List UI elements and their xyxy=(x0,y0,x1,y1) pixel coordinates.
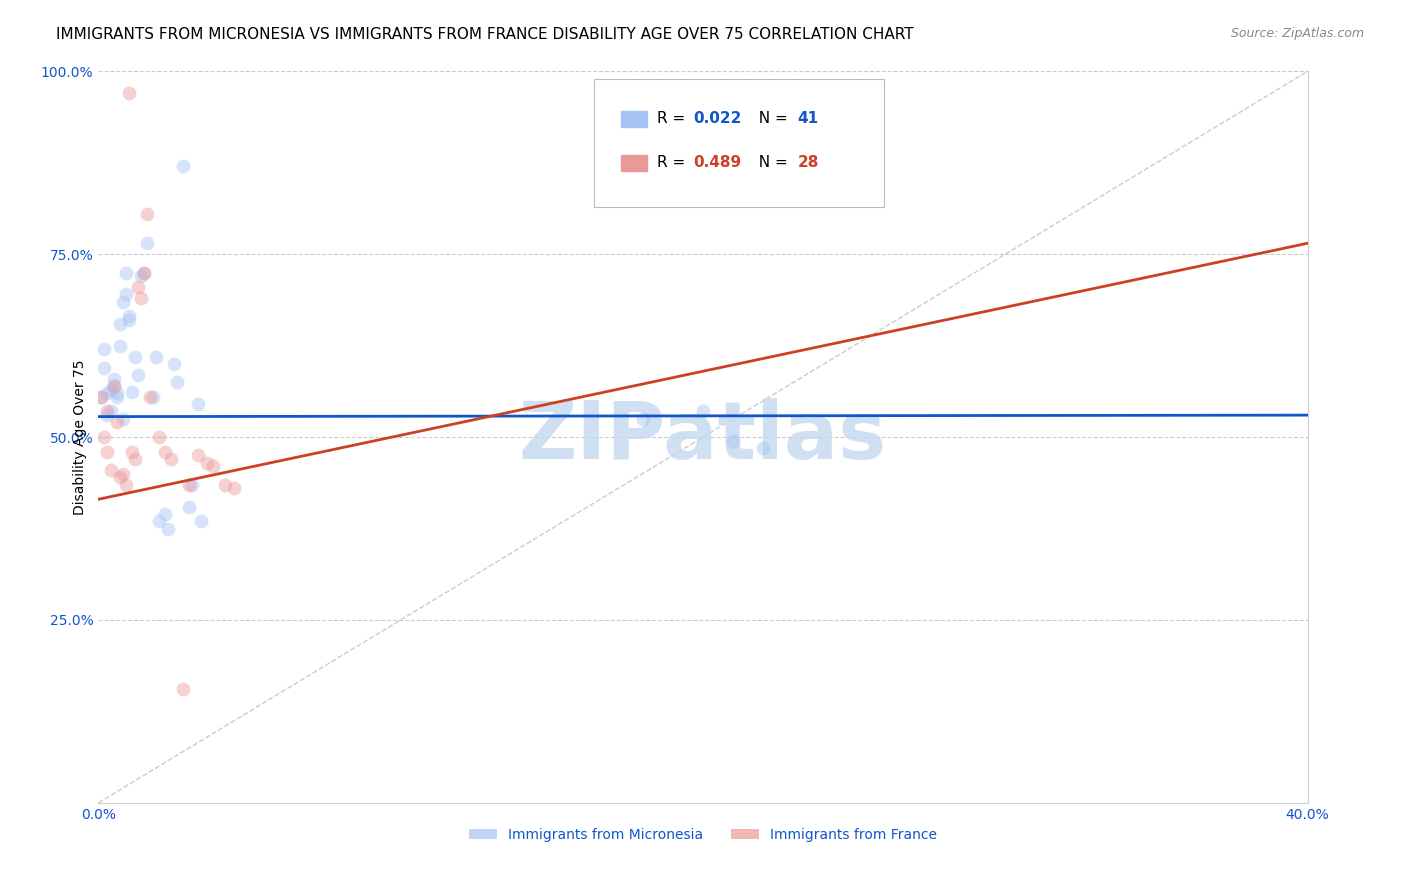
Point xyxy=(100,404,122,418)
Point xyxy=(187,448,209,462)
Point xyxy=(121,384,143,399)
Point xyxy=(132,266,155,280)
Point xyxy=(172,160,194,174)
Point xyxy=(160,452,183,467)
Point xyxy=(631,412,654,426)
Point xyxy=(148,430,170,444)
Point xyxy=(96,444,118,458)
Point xyxy=(202,459,225,474)
Point xyxy=(108,317,131,331)
Point xyxy=(142,390,165,404)
Text: 0.489: 0.489 xyxy=(693,155,741,170)
Point xyxy=(111,294,134,309)
Y-axis label: Disability Age Over 75: Disability Age Over 75 xyxy=(73,359,87,515)
Point xyxy=(129,269,152,284)
Point xyxy=(148,514,170,528)
Point xyxy=(166,376,188,390)
Point xyxy=(108,470,131,484)
Point xyxy=(90,390,112,404)
Point xyxy=(105,416,128,430)
Point xyxy=(135,207,157,221)
Text: 0.022: 0.022 xyxy=(693,112,742,127)
Point xyxy=(723,434,745,448)
FancyBboxPatch shape xyxy=(621,154,647,171)
Point xyxy=(124,350,146,364)
Point xyxy=(100,463,122,477)
Text: N =: N = xyxy=(749,112,793,127)
Point xyxy=(111,467,134,481)
Text: 41: 41 xyxy=(797,112,818,127)
Point xyxy=(108,338,131,352)
Point xyxy=(129,291,152,305)
Point xyxy=(96,408,118,422)
Point xyxy=(181,477,204,491)
Point xyxy=(214,477,236,491)
Point xyxy=(224,481,246,495)
Point xyxy=(114,477,136,491)
Text: ZIPatlas: ZIPatlas xyxy=(519,398,887,476)
Point xyxy=(96,386,118,401)
Point xyxy=(103,371,125,385)
Point xyxy=(93,343,115,357)
Point xyxy=(93,360,115,375)
Text: 28: 28 xyxy=(797,155,818,170)
Point xyxy=(153,507,176,521)
Point xyxy=(156,521,179,535)
Point xyxy=(172,682,194,697)
Point xyxy=(124,452,146,467)
Point xyxy=(118,87,141,101)
Point xyxy=(105,386,128,401)
Point xyxy=(121,444,143,458)
Point xyxy=(100,383,122,397)
Point xyxy=(118,310,141,324)
Point xyxy=(692,404,714,418)
Point xyxy=(187,397,209,411)
Point xyxy=(132,266,155,280)
Point xyxy=(103,379,125,393)
Legend: Immigrants from Micronesia, Immigrants from France: Immigrants from Micronesia, Immigrants f… xyxy=(464,822,942,847)
Text: R =: R = xyxy=(657,155,690,170)
Text: Source: ZipAtlas.com: Source: ZipAtlas.com xyxy=(1230,27,1364,40)
Point xyxy=(179,500,201,514)
Point xyxy=(127,368,149,382)
Point xyxy=(195,456,218,470)
Point xyxy=(153,444,176,458)
Point xyxy=(179,477,201,491)
Point xyxy=(127,280,149,294)
Point xyxy=(111,412,134,426)
FancyBboxPatch shape xyxy=(595,78,884,207)
Point xyxy=(190,514,212,528)
Point xyxy=(103,379,125,393)
Point xyxy=(114,287,136,301)
Point xyxy=(163,357,186,371)
Point xyxy=(96,404,118,418)
Point xyxy=(118,313,141,327)
Text: N =: N = xyxy=(749,155,793,170)
Point xyxy=(93,430,115,444)
Point xyxy=(145,350,167,364)
Point xyxy=(105,390,128,404)
Point xyxy=(90,390,112,404)
Text: IMMIGRANTS FROM MICRONESIA VS IMMIGRANTS FROM FRANCE DISABILITY AGE OVER 75 CORR: IMMIGRANTS FROM MICRONESIA VS IMMIGRANTS… xyxy=(56,27,914,42)
Point xyxy=(752,441,775,455)
Text: R =: R = xyxy=(657,112,690,127)
Point xyxy=(114,266,136,280)
Point xyxy=(135,236,157,251)
Point xyxy=(139,390,162,404)
FancyBboxPatch shape xyxy=(621,111,647,127)
